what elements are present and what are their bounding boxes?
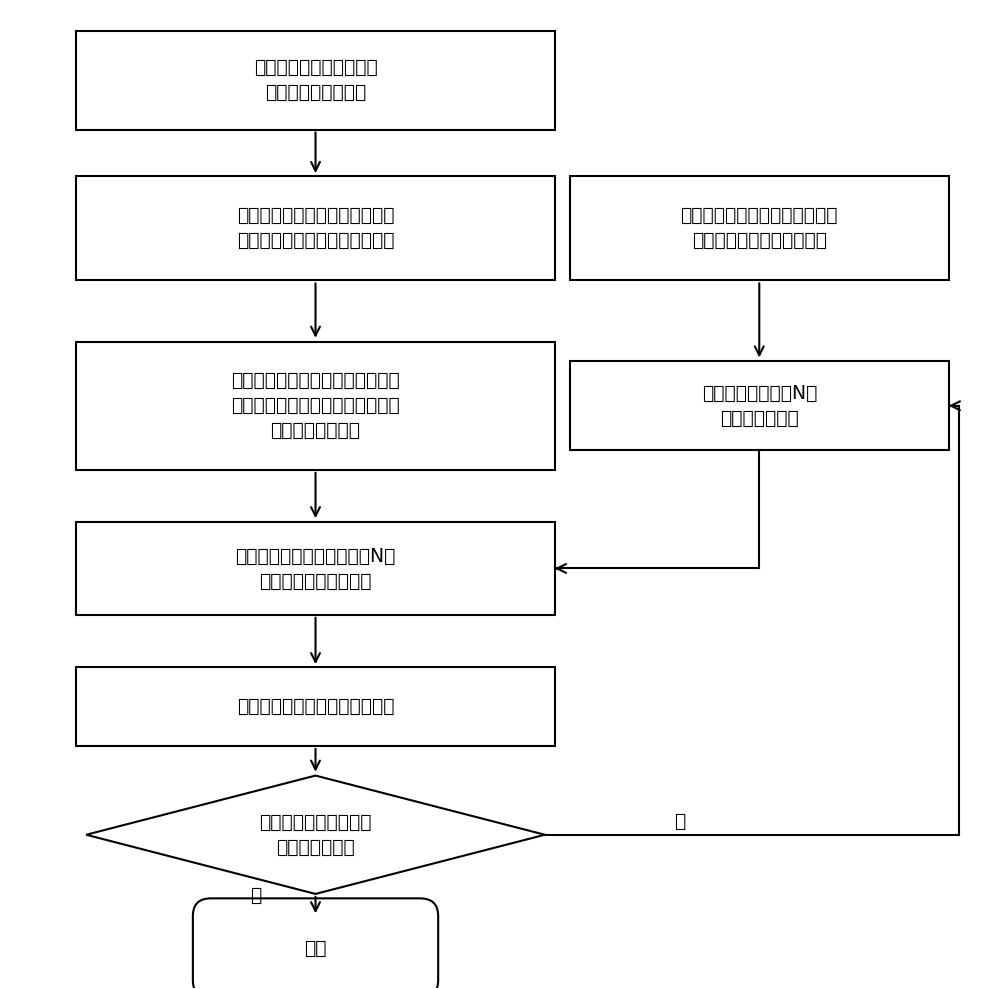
- Text: 结束: 结束: [304, 939, 327, 957]
- FancyBboxPatch shape: [193, 898, 438, 989]
- Bar: [76, 521, 555, 615]
- Text: 根据零件轻量化、吸能等需求，
设置介观结构目标体积分数: 根据零件轻量化、吸能等需求， 设置介观结构目标体积分数: [681, 207, 838, 250]
- Bar: [570, 176, 949, 280]
- Text: 设置插值点的数量N，
控制力流线密度: 设置插值点的数量N， 控制力流线密度: [702, 384, 817, 427]
- Text: 计算介观结构体积分数
是否达到目标值: 计算介观结构体积分数 是否达到目标值: [259, 813, 372, 856]
- Bar: [570, 361, 949, 450]
- Bar: [76, 341, 555, 470]
- Bar: [76, 668, 555, 746]
- Text: 是: 是: [250, 886, 261, 905]
- Text: 根据需求，选择力流可视化形式
（主应力轨迹线，载荷路径等）: 根据需求，选择力流可视化形式 （主应力轨迹线，载荷路径等）: [237, 207, 394, 250]
- Bar: [76, 176, 555, 280]
- Polygon shape: [86, 775, 545, 894]
- Text: 基于绘制的力流线生成介观结构: 基于绘制的力流线生成介观结构: [237, 697, 394, 716]
- Text: 否: 否: [674, 812, 685, 832]
- Text: 根据应力信息和插值点数量N，
基于插值法绘制力流线: 根据应力信息和插值点数量N， 基于插值法绘制力流线: [235, 547, 396, 590]
- Text: 对零件进行有限元分析，
获取有限元分析结果: 对零件进行有限元分析， 获取有限元分析结果: [254, 58, 377, 102]
- Bar: [76, 31, 555, 130]
- Text: 根据选择的力流可视化形式导出相
应的应力信息（如主应力大小、方
向或应力张量等）: 根据选择的力流可视化形式导出相 应的应力信息（如主应力大小、方 向或应力张量等）: [231, 371, 400, 440]
